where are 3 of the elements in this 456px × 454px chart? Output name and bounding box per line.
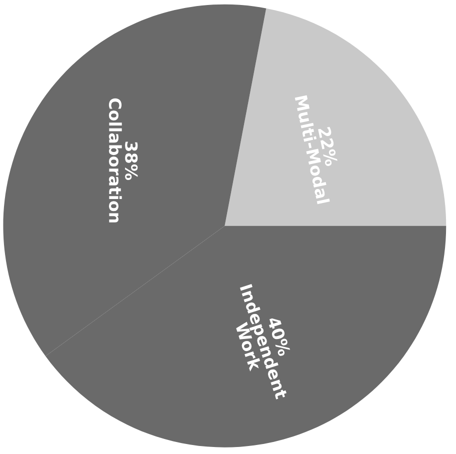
slice-label: Collaboration — [108, 98, 122, 222]
pie-slice — [224, 8, 446, 226]
data-label: 38% — [125, 142, 138, 180]
